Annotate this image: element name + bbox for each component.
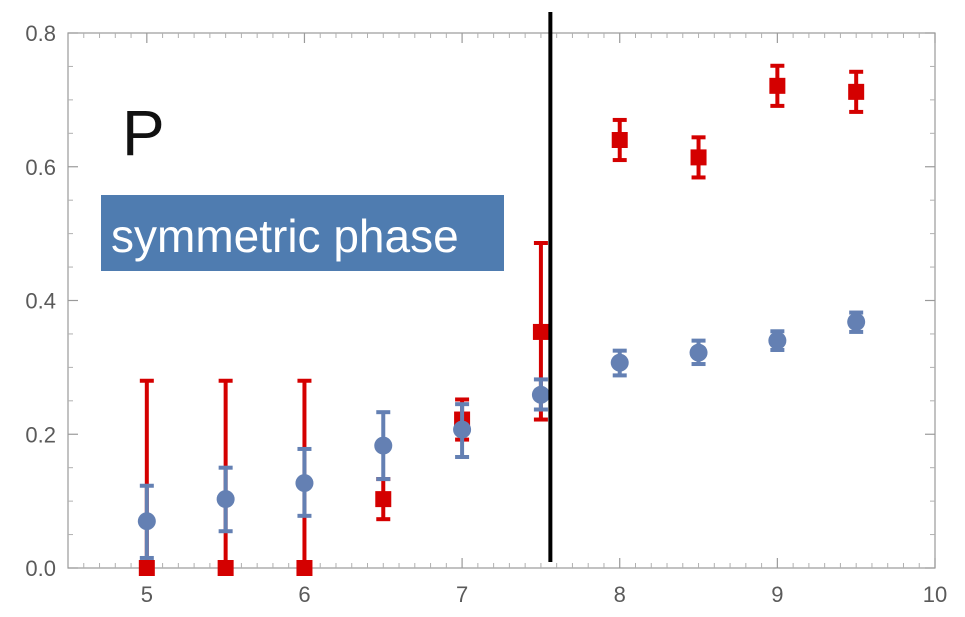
data-point-circle — [689, 343, 708, 362]
y-tick-label: 0.2 — [25, 422, 56, 447]
data-point-circle — [137, 512, 156, 531]
axes: 5 6 7 8 9 10 0.0 0.2 0.4 0.6 0.8 — [25, 21, 947, 607]
data-point-square — [769, 77, 786, 94]
data-point-square — [217, 560, 234, 576]
data-point-square — [375, 491, 392, 508]
y-tick-label: 0.4 — [25, 289, 56, 314]
data-point-circle — [216, 490, 235, 509]
data-point-square — [138, 560, 155, 576]
x-tick-label: 7 — [456, 582, 468, 607]
data-point-square — [690, 149, 707, 166]
data-point-circle — [453, 420, 472, 439]
x-tick-label: 10 — [923, 582, 947, 607]
x-tick-label: 9 — [771, 582, 783, 607]
plot-frame — [67, 32, 936, 569]
data-point-circle — [374, 436, 393, 455]
series-circles — [137, 310, 866, 560]
x-tick-label: 5 — [141, 582, 153, 607]
phase-annotation: symmetric phase — [101, 195, 504, 271]
phase-annotation-box — [101, 195, 504, 271]
data-point-square — [611, 132, 628, 148]
data-point-square — [848, 83, 865, 100]
data-series — [137, 63, 866, 576]
y-tick-label: 0.8 — [25, 21, 56, 46]
phase-annotation-text: symmetric phase — [111, 210, 459, 262]
data-point-circle — [531, 385, 550, 404]
panel-label: P — [122, 97, 165, 169]
data-point-circle — [610, 353, 629, 372]
data-point-circle — [295, 474, 314, 493]
x-tick-label: 8 — [614, 582, 626, 607]
y-tick-label: 0.0 — [25, 556, 56, 581]
data-point-square — [296, 560, 313, 576]
x-tick-label: 6 — [298, 582, 310, 607]
y-tick-label: 0.6 — [25, 155, 56, 180]
data-point-square — [532, 323, 549, 340]
data-point-circle — [847, 312, 866, 331]
data-point-circle — [768, 331, 787, 350]
series-squares — [138, 63, 865, 576]
